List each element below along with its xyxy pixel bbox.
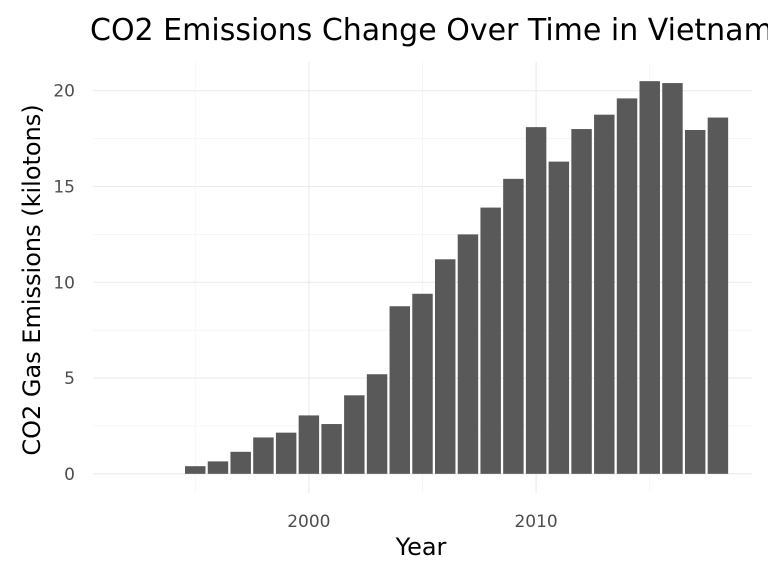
y-axis-title: CO2 Gas Emissions (kilotons): [18, 104, 46, 455]
bar-1999: [275, 432, 297, 474]
bar-2012: [571, 129, 592, 474]
bar-1998: [253, 437, 274, 474]
bar-1996: [207, 461, 229, 474]
bar-2007: [457, 234, 479, 474]
bar-2018: [707, 117, 729, 474]
y-axis-tick-labels: 0 5 10 15 20: [53, 82, 75, 485]
bar-2002: [344, 395, 365, 474]
bar-1995: [185, 466, 206, 474]
bar-2013: [594, 114, 615, 474]
bar-2001: [321, 424, 342, 474]
bar-2009: [503, 178, 524, 474]
y-tick-label: 0: [64, 465, 75, 485]
x-axis-title: Year: [395, 533, 447, 561]
bar-2011: [548, 161, 570, 474]
y-tick-label: 20: [53, 82, 75, 102]
x-tick-label: 2000: [287, 512, 330, 532]
bar-2016: [662, 83, 683, 474]
bar-2003: [366, 374, 388, 474]
bar-2014: [616, 98, 638, 474]
bar-2000: [298, 415, 320, 474]
bar-2008: [480, 207, 501, 474]
x-axis-tick-labels: 2000 2010: [287, 512, 558, 532]
bar-2010: [525, 127, 547, 474]
y-tick-label: 5: [64, 369, 75, 389]
x-tick-label: 2010: [514, 512, 557, 532]
bars: [185, 81, 729, 474]
bar-2005: [412, 293, 433, 474]
bar-2004: [389, 306, 411, 474]
bar-2006: [434, 259, 456, 474]
bar-1997: [230, 451, 251, 474]
y-tick-label: 15: [53, 178, 75, 198]
bar-2015: [639, 81, 660, 474]
bar-2017: [684, 130, 706, 474]
chart-title: CO2 Emissions Change Over Time in Vietna…: [90, 13, 768, 48]
y-tick-label: 10: [53, 273, 75, 293]
